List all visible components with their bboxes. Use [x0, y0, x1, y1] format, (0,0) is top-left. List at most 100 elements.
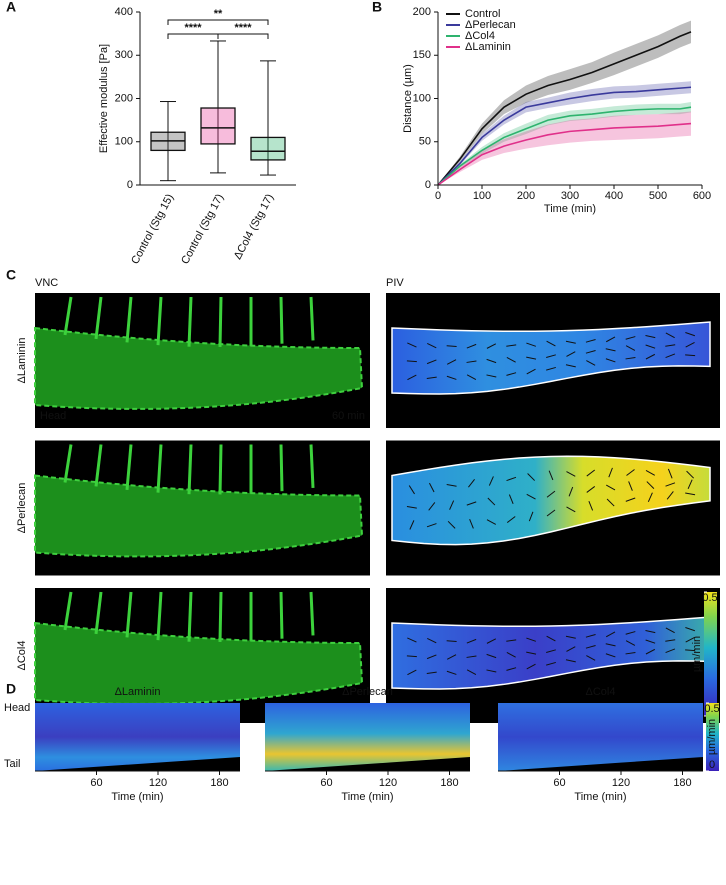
piv-arrow: [566, 471, 576, 477]
x-axis-title: Time (min): [341, 791, 393, 803]
piv-arrow: [686, 470, 695, 479]
piv-arrow: [645, 335, 656, 339]
x-tick-label: Control (Stg 15): [129, 192, 176, 266]
heatmap-mask: [265, 757, 470, 771]
nerve: [63, 444, 73, 483]
piv-arrow: [608, 467, 613, 478]
piv-arrow: [506, 667, 517, 671]
piv-arrow: [645, 470, 655, 476]
piv-arrow: [565, 340, 576, 344]
piv-arrow: [426, 376, 437, 380]
piv-arrow: [469, 518, 474, 529]
vnc-body: [34, 326, 364, 410]
y-label: Head: [4, 702, 30, 714]
piv-arrow: [546, 635, 556, 642]
piv-arrow: [586, 486, 596, 493]
x-tick-label: 60: [320, 777, 332, 789]
piv-arrow: [409, 520, 415, 530]
nerve: [156, 296, 163, 346]
piv-arrow: [667, 468, 673, 479]
x-tick-label: 180: [440, 777, 458, 789]
piv-arrow: [468, 478, 475, 488]
box: [250, 136, 286, 161]
piv-arrow: [685, 492, 696, 496]
piv-arrow: [407, 637, 417, 643]
nerve: [125, 444, 133, 491]
piv-arrow: [407, 342, 417, 348]
nerve: [279, 444, 284, 492]
piv-arrow: [487, 497, 496, 506]
heatmap-title: ΔLaminin: [115, 686, 161, 698]
piv-arrow: [568, 486, 574, 497]
piv-arrow: [466, 343, 477, 349]
piv-arrow: [546, 649, 556, 653]
piv-arrow: [565, 635, 576, 639]
x-tick-label: 60: [90, 777, 102, 789]
colorbar-label: µm/min: [691, 636, 703, 672]
panel-label: C: [6, 267, 16, 283]
error-band: [438, 20, 691, 186]
piv-arrow: [466, 669, 477, 676]
piv-arrow: [406, 360, 417, 363]
piv-arrow: [625, 631, 636, 635]
piv-arrow: [526, 651, 537, 655]
y-axis-title: Distance (µm): [402, 64, 414, 133]
piv-arrow: [665, 332, 675, 339]
box: [200, 107, 236, 145]
column-label: VNC: [35, 277, 58, 289]
piv-arrow: [506, 651, 516, 658]
x-tick-label: 400: [605, 190, 623, 202]
x-tick-label: 100: [473, 190, 491, 202]
piv-arrow: [546, 354, 556, 358]
colorbar-label: µm/min: [706, 719, 718, 755]
colorbar-tick-label: 0.5: [702, 592, 717, 604]
piv-arrow: [466, 360, 477, 363]
significance-label: ****: [234, 22, 252, 34]
x-tick-label: 180: [673, 777, 691, 789]
y-label: Tail: [4, 758, 21, 770]
piv-arrow: [447, 520, 456, 529]
piv-arrow: [526, 637, 537, 642]
piv-arrow: [506, 639, 517, 642]
piv-arrow: [665, 639, 676, 642]
legend-label: ΔLaminin: [465, 41, 511, 53]
piv-arrow: [446, 484, 457, 487]
line: [437, 106, 692, 186]
nerve: [94, 444, 103, 487]
piv-arrow: [407, 669, 417, 676]
x-tick-label: ΔCol4 (Stg 17): [232, 192, 276, 261]
piv-arrow: [645, 639, 656, 644]
piv-arrow: [605, 643, 616, 647]
y-tick-label: 300: [115, 49, 133, 61]
piv-arrow: [446, 670, 457, 675]
x-tick-label: 600: [693, 190, 711, 202]
piv-arrow: [665, 344, 676, 347]
piv-arrow: [546, 661, 556, 666]
piv-arrow: [508, 494, 514, 505]
vnc-body: [34, 474, 364, 558]
piv-arrow: [685, 636, 695, 643]
piv-arrow: [565, 364, 576, 368]
nerve: [218, 591, 223, 642]
nerve: [218, 296, 223, 347]
piv-arrow: [687, 479, 693, 490]
x-tick-label: 300: [561, 190, 579, 202]
piv-arrow: [645, 344, 656, 349]
piv-arrow: [486, 358, 497, 364]
piv-arrow: [585, 339, 596, 343]
y-tick-label: 0: [425, 179, 431, 191]
piv-arrow: [506, 344, 517, 347]
piv-arrow: [506, 372, 517, 376]
piv-arrow: [666, 491, 674, 500]
nerve: [309, 591, 315, 636]
column-label: PIV: [386, 277, 404, 289]
y-tick-label: 100: [115, 136, 133, 148]
piv-arrow: [446, 345, 457, 347]
y-tick-label: 0: [127, 179, 133, 191]
x-tick-label: 120: [612, 777, 630, 789]
line: [437, 122, 692, 186]
piv-arrow: [427, 343, 437, 349]
x-tick-label: 0: [435, 190, 441, 202]
piv-arrow: [486, 343, 497, 349]
